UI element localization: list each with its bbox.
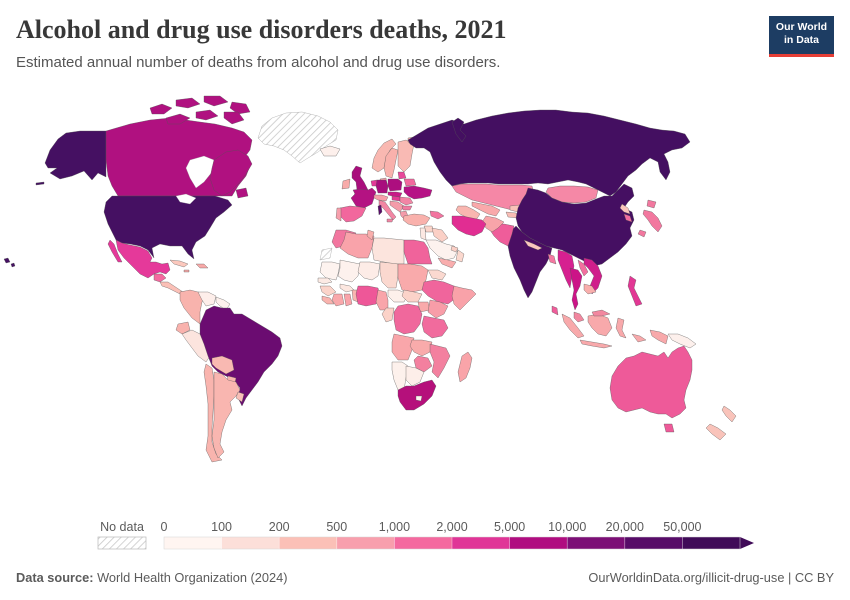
svg-text:1,000: 1,000 xyxy=(379,520,410,534)
svg-text:100: 100 xyxy=(211,520,232,534)
svg-text:0: 0 xyxy=(161,520,168,534)
svg-text:10,000: 10,000 xyxy=(548,520,586,534)
svg-text:200: 200 xyxy=(269,520,290,534)
svg-text:500: 500 xyxy=(326,520,347,534)
svg-text:50,000: 50,000 xyxy=(663,520,701,534)
svg-text:2,000: 2,000 xyxy=(436,520,467,534)
svg-text:20,000: 20,000 xyxy=(606,520,644,534)
svg-text:5,000: 5,000 xyxy=(494,520,525,534)
svg-text:No data: No data xyxy=(100,520,144,534)
